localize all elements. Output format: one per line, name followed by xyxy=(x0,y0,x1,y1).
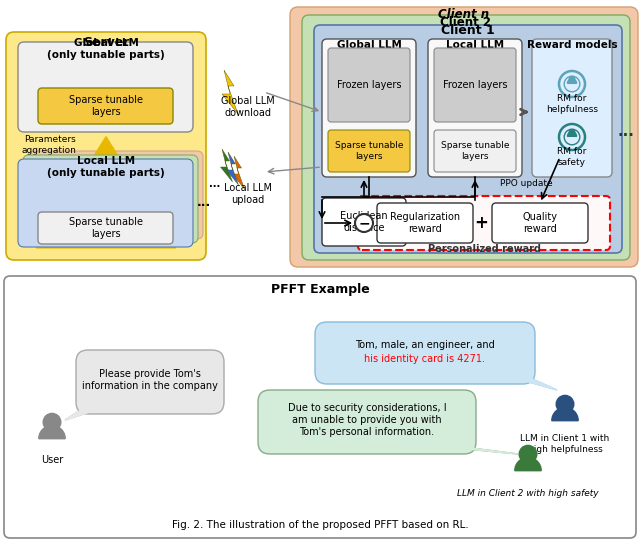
Text: Client 1: Client 1 xyxy=(441,23,495,36)
Text: Sparse tunable
layers: Sparse tunable layers xyxy=(69,217,143,239)
Text: User: User xyxy=(41,455,63,465)
Circle shape xyxy=(355,214,373,232)
Polygon shape xyxy=(232,156,244,189)
FancyBboxPatch shape xyxy=(428,39,522,177)
Polygon shape xyxy=(456,448,518,454)
Wedge shape xyxy=(515,457,541,470)
FancyBboxPatch shape xyxy=(434,130,516,172)
Text: ...: ... xyxy=(209,179,221,189)
Text: Local LLM
upload: Local LLM upload xyxy=(224,183,272,205)
FancyBboxPatch shape xyxy=(290,7,638,267)
Text: LLM in Client 1 with
high helpfulness: LLM in Client 1 with high helpfulness xyxy=(520,434,610,454)
Wedge shape xyxy=(39,425,65,438)
Circle shape xyxy=(44,414,61,431)
Text: Frozen layers: Frozen layers xyxy=(337,80,401,90)
FancyBboxPatch shape xyxy=(322,39,416,177)
FancyBboxPatch shape xyxy=(434,48,516,122)
Text: Global LLM: Global LLM xyxy=(337,40,401,50)
FancyBboxPatch shape xyxy=(492,203,588,243)
FancyBboxPatch shape xyxy=(377,203,473,243)
Polygon shape xyxy=(515,378,557,390)
Text: Client 2: Client 2 xyxy=(440,16,492,29)
FancyBboxPatch shape xyxy=(532,39,612,177)
Text: RM for
safety: RM for safety xyxy=(557,147,587,167)
Text: Sparse tunable
layers: Sparse tunable layers xyxy=(69,95,143,117)
Circle shape xyxy=(519,446,537,463)
Text: Global LLM
download: Global LLM download xyxy=(221,96,275,118)
Text: PFFT Example: PFFT Example xyxy=(271,283,369,296)
FancyBboxPatch shape xyxy=(314,25,622,253)
Text: Fig. 2. The illustration of the proposed PFFT based on RL.: Fig. 2. The illustration of the proposed… xyxy=(172,520,468,530)
Text: Quality
reward: Quality reward xyxy=(522,212,557,234)
Text: Server: Server xyxy=(83,35,129,48)
Text: LLM in Client 2 with high safety: LLM in Client 2 with high safety xyxy=(457,489,599,499)
Text: −: − xyxy=(358,216,370,230)
Text: Euclidean
distance: Euclidean distance xyxy=(340,211,388,233)
Text: +: + xyxy=(474,214,488,232)
Circle shape xyxy=(569,76,575,82)
Text: Local LLM
(only tunable parts): Local LLM (only tunable parts) xyxy=(47,156,165,178)
Text: Frozen layers: Frozen layers xyxy=(443,80,508,90)
Text: Due to security considerations, I
am unable to provide you with
Tom's personal i: Due to security considerations, I am una… xyxy=(288,403,446,437)
Polygon shape xyxy=(65,408,102,420)
Text: Sparse tunable
layers: Sparse tunable layers xyxy=(441,141,509,160)
Text: Parameters
aggregation: Parameters aggregation xyxy=(21,136,76,154)
Wedge shape xyxy=(568,132,577,137)
FancyBboxPatch shape xyxy=(18,42,193,132)
Polygon shape xyxy=(222,70,238,114)
Text: Client n: Client n xyxy=(438,9,490,22)
FancyBboxPatch shape xyxy=(23,155,198,243)
Text: Global LLM
(only tunable parts): Global LLM (only tunable parts) xyxy=(47,38,165,60)
Text: ...: ... xyxy=(618,125,634,139)
FancyBboxPatch shape xyxy=(315,322,535,384)
FancyBboxPatch shape xyxy=(4,276,636,538)
Text: Local LLM: Local LLM xyxy=(446,40,504,50)
FancyBboxPatch shape xyxy=(328,48,410,122)
FancyBboxPatch shape xyxy=(38,212,173,244)
Text: PPO update: PPO update xyxy=(500,179,552,189)
Text: ...: ... xyxy=(197,196,211,209)
Wedge shape xyxy=(552,408,578,421)
FancyBboxPatch shape xyxy=(302,15,630,260)
FancyBboxPatch shape xyxy=(76,350,224,414)
Text: Tom, male, an engineer, and: Tom, male, an engineer, and xyxy=(355,340,495,350)
Wedge shape xyxy=(568,79,577,83)
Polygon shape xyxy=(227,152,239,185)
FancyBboxPatch shape xyxy=(28,151,203,239)
FancyBboxPatch shape xyxy=(322,198,406,246)
FancyBboxPatch shape xyxy=(258,390,476,454)
FancyBboxPatch shape xyxy=(38,88,173,124)
Text: Personalized reward: Personalized reward xyxy=(428,244,541,254)
Text: RM for
helpfulness: RM for helpfulness xyxy=(546,94,598,114)
FancyBboxPatch shape xyxy=(328,130,410,172)
Text: Please provide Tom's
information in the company: Please provide Tom's information in the … xyxy=(82,369,218,391)
Circle shape xyxy=(556,396,574,413)
Text: his identity card is 4271.: his identity card is 4271. xyxy=(365,354,486,364)
Text: Sparse tunable
layers: Sparse tunable layers xyxy=(335,141,403,160)
FancyBboxPatch shape xyxy=(18,159,193,247)
Circle shape xyxy=(569,130,575,136)
FancyBboxPatch shape xyxy=(6,32,206,260)
Text: Reward models: Reward models xyxy=(527,40,618,50)
Text: Regularization
reward: Regularization reward xyxy=(390,212,460,234)
FancyBboxPatch shape xyxy=(358,196,610,250)
Polygon shape xyxy=(221,149,232,182)
